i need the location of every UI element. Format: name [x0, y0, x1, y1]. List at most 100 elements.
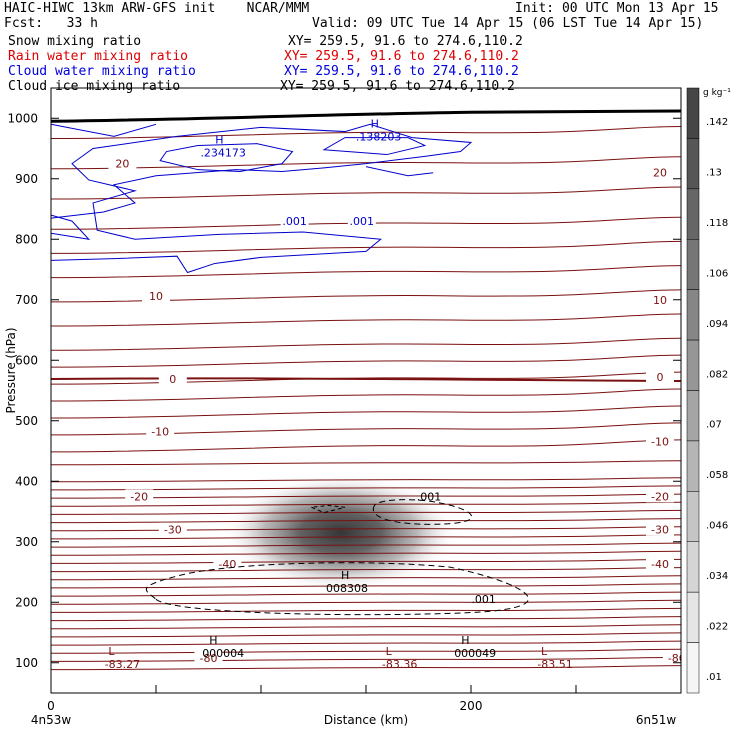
cloud-water-contour — [365, 166, 434, 177]
isotherm-label: -30 — [651, 524, 669, 537]
colorbar-tick-label: .01 — [706, 672, 722, 683]
extremum-marker: H — [209, 634, 217, 647]
isotherm-line — [51, 542, 681, 548]
colorbar-segment — [686, 339, 700, 391]
colorbar-tick-label: .094 — [706, 319, 728, 330]
isotherm-label-bg — [646, 434, 674, 448]
isotherm-label-bg — [194, 650, 223, 664]
colorbar-units: g kg⁻¹ — [703, 88, 731, 98]
isotherm-line — [51, 354, 681, 368]
colorbar-segment — [686, 390, 700, 442]
extremum-marker: H — [461, 634, 469, 647]
x-end-label-right: 6n51w — [636, 713, 677, 727]
isotherm-label: -80 — [668, 652, 686, 665]
y-tick-label: 300 — [15, 535, 38, 549]
isotherm-line — [51, 240, 681, 254]
colorbar-segment — [686, 642, 700, 694]
y-tick-label: 200 — [15, 595, 38, 609]
cloud-water-contour — [159, 143, 294, 172]
isotherm-line — [51, 125, 681, 139]
isotherm-label: 20 — [115, 158, 129, 171]
isotherm-line — [51, 501, 681, 507]
colorbar-tick-label: .046 — [706, 521, 728, 532]
cloud-ice-label: .001 — [471, 593, 496, 606]
isotherm-line — [51, 439, 681, 453]
field-xy-rain: XY= 259.5, 91.6 to 274.6,110.2 — [284, 49, 519, 64]
colorbar-tick-label: .07 — [706, 420, 722, 431]
isotherm-line — [51, 558, 681, 564]
isotherm-label-bg — [646, 165, 674, 179]
cloud-water-label: .001 — [282, 215, 307, 228]
isotherm-label-bg — [646, 489, 674, 503]
header-title: HAIC-HIWC 13km ARW-GFS init NCAR/MMM — [4, 1, 310, 16]
colorbar-segment — [686, 138, 700, 190]
colorbar-segment — [686, 239, 700, 290]
field-xy-cloud-water: XY= 259.5, 91.6 to 274.6,110.2 — [284, 64, 519, 79]
colorbar-segment — [686, 541, 700, 593]
isotherm-line — [51, 493, 681, 499]
isotherm-line — [51, 485, 681, 491]
colorbar-tick-label: .142 — [706, 117, 728, 128]
header-valid: Valid: 09 UTC Tue 14 Apr 15 (06 LST Tue … — [312, 16, 704, 31]
header-fcst: Fcst: 33 h — [4, 16, 98, 31]
cloud-ice-contour — [145, 562, 529, 616]
colorbar-segment — [686, 289, 700, 341]
isotherm-line — [51, 477, 681, 483]
y-tick-label: 600 — [15, 353, 38, 367]
colorbar-segment — [686, 591, 700, 643]
isotherm-label-bg — [158, 522, 187, 536]
isotherm-label: -20 — [130, 490, 148, 503]
extremum-marker: L — [541, 645, 548, 658]
isotherm-label: -20 — [651, 490, 669, 503]
extremum-value: -83.51 — [537, 658, 572, 671]
y-tick-label: 1000 — [7, 111, 38, 125]
isotherm-zero-line — [51, 377, 681, 383]
colorbar-segment — [686, 87, 700, 139]
isotherm-line — [51, 518, 681, 524]
x-axis-label: Distance (km) — [324, 713, 408, 727]
cloud-water-contour — [322, 137, 427, 156]
y-tick-label: 900 — [15, 172, 38, 186]
extremum-value: 000049 — [454, 647, 496, 660]
colorbar-tick-label: .106 — [706, 268, 728, 279]
isotherm-label-bg — [646, 292, 674, 306]
extremum-marker: H — [341, 569, 349, 582]
isotherm-line — [51, 656, 681, 662]
isotherm-line — [51, 422, 681, 436]
x-end-label-left: 4n53w — [31, 713, 72, 727]
isotherm-label-bg — [646, 370, 674, 384]
isotherm-line — [51, 583, 681, 589]
colorbar-segment — [686, 440, 700, 492]
isotherm-label-bg — [125, 489, 154, 503]
isotherm-label-bg — [108, 156, 137, 170]
field-name-cloud-ice: Cloud ice mixing ratio — [8, 79, 181, 94]
isotherm-label-bg — [158, 372, 187, 386]
x-tick-label: 0 — [47, 699, 55, 713]
y-axis-label: Pressure (hPa) — [4, 327, 18, 413]
isotherm-line — [51, 388, 681, 402]
colorbar-tick-label: .082 — [706, 369, 728, 380]
cloud-water-label-bg — [280, 214, 309, 228]
extremum-value: 008308 — [326, 582, 368, 595]
isotherm-line — [51, 624, 681, 630]
isotherm-line — [51, 665, 681, 671]
extremum-value: .234173 — [200, 147, 246, 160]
isotherm-line — [51, 337, 681, 351]
header-init: Init: 00 UTC Mon 13 Apr 15 — [515, 1, 719, 16]
colorbar-tick-label: .13 — [706, 168, 722, 179]
cloud-water-contour — [51, 123, 473, 274]
isotherm-label: -80 — [200, 652, 218, 665]
isotherm-line — [51, 509, 681, 515]
isotherm-line — [51, 616, 681, 622]
cloud-ice-contour — [372, 499, 473, 525]
cloud-water-label-bg — [347, 214, 376, 228]
isotherm-line — [51, 648, 681, 654]
isotherm-line — [51, 156, 681, 170]
cloud-water-contour — [51, 123, 157, 137]
colorbar-tick-label: .022 — [706, 621, 728, 632]
isotherm-label: -10 — [151, 426, 169, 439]
isotherm-line — [51, 640, 681, 646]
extremum-marker: H — [371, 117, 379, 130]
y-tick-label: 500 — [15, 414, 38, 428]
isotherm-label-bg — [662, 650, 681, 664]
